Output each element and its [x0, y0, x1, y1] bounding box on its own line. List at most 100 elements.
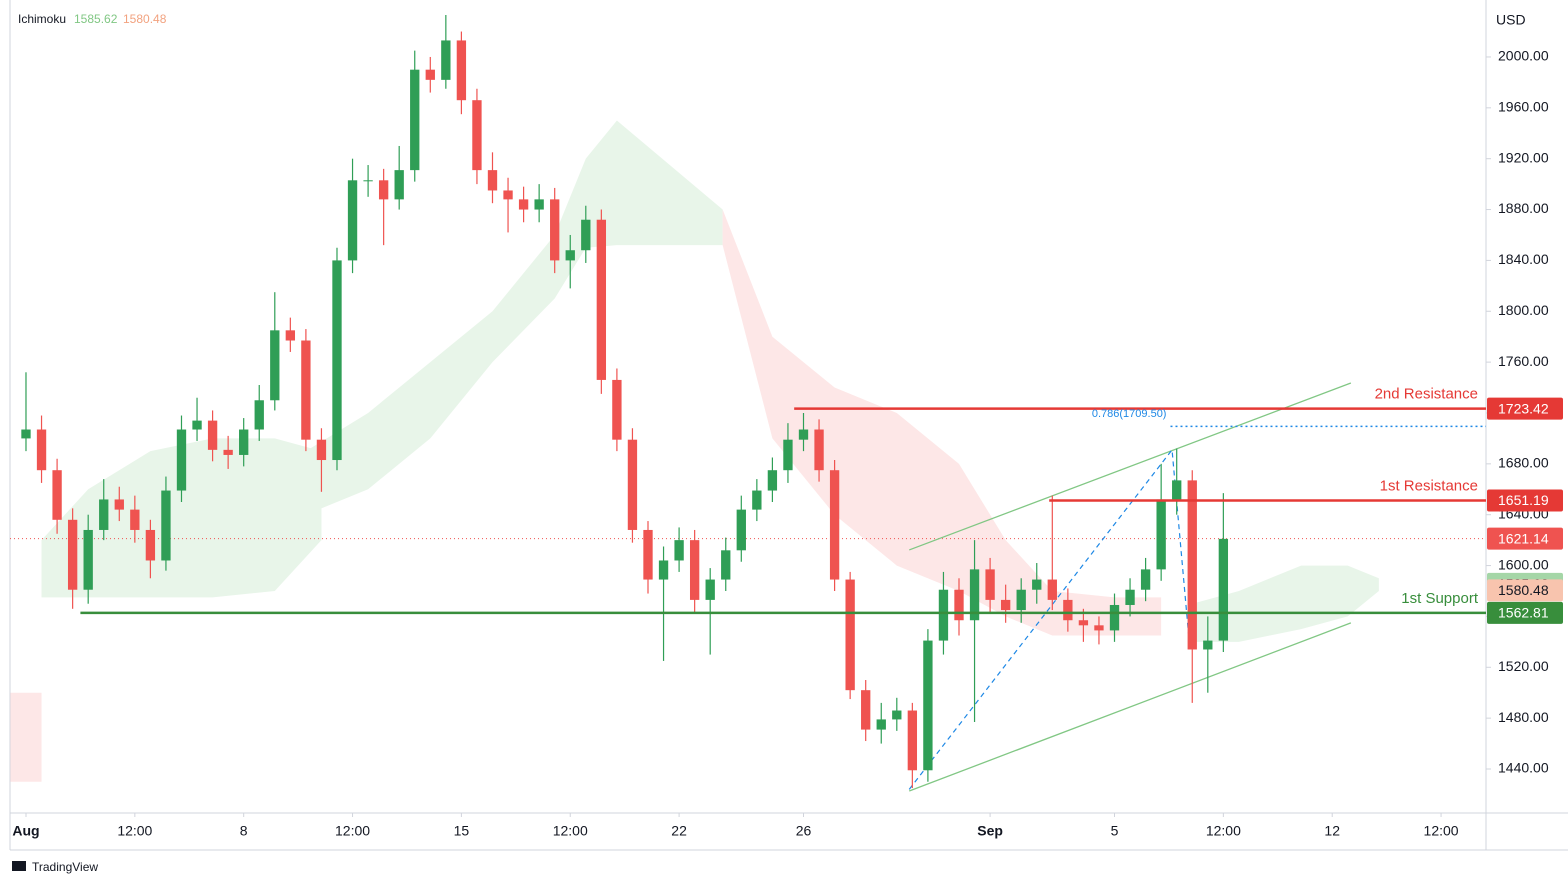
- ichimoku-cloud: [1192, 565, 1379, 642]
- candle-body: [643, 529, 653, 580]
- candle-body: [503, 190, 513, 200]
- candle-body: [99, 499, 109, 530]
- candle-body: [596, 219, 607, 380]
- y-tick-label: 1600.00: [1498, 556, 1549, 572]
- candle-body: [721, 550, 731, 580]
- candle-body: [798, 429, 809, 440]
- logo: [12, 861, 26, 871]
- x-tick-label: 12:00: [1424, 823, 1459, 839]
- candle-body: [1187, 480, 1197, 650]
- candle-body: [270, 330, 280, 401]
- x-tick-label: Aug: [12, 823, 39, 839]
- candle-body: [752, 490, 762, 510]
- candle-body: [239, 429, 249, 455]
- candle-body: [207, 420, 218, 450]
- x-tick-label: 8: [240, 823, 248, 839]
- candle-body: [114, 499, 124, 510]
- candle-body: [223, 449, 233, 455]
- candle-body: [814, 429, 824, 471]
- indicator-value: 1585.62: [74, 12, 118, 26]
- candle-body: [347, 180, 358, 261]
- candle-body: [674, 540, 684, 561]
- channel-line: [909, 382, 1352, 551]
- y-tick-label: 1840.00: [1498, 251, 1549, 267]
- candle-body: [472, 100, 482, 171]
- candle-body: [689, 540, 700, 600]
- candle-body: [627, 439, 638, 530]
- y-tick-label: 1680.00: [1498, 455, 1549, 471]
- candle-body: [130, 509, 140, 530]
- candle-body: [1203, 640, 1213, 650]
- price-badge: [1487, 527, 1563, 550]
- x-tick-label: 12: [1324, 823, 1340, 839]
- y-tick-label: 1960.00: [1498, 99, 1549, 115]
- price-badge: [1487, 397, 1563, 420]
- candle-body: [907, 710, 918, 771]
- candle-body: [938, 589, 949, 641]
- candle-body: [1156, 499, 1166, 570]
- candle-body: [332, 260, 342, 461]
- candle-body: [83, 529, 93, 590]
- ichimoku-cloud: [41, 438, 322, 598]
- candle-body: [1218, 538, 1229, 641]
- y-tick-label: 1920.00: [1498, 149, 1549, 165]
- y-tick-label: 1480.00: [1498, 709, 1549, 725]
- indicator-value: 1580.48: [123, 12, 167, 26]
- price-badge-label: 1723.42: [1498, 400, 1549, 416]
- price-badge-label: 1562.81: [1498, 605, 1549, 621]
- candle-body: [36, 429, 47, 471]
- price-badge-label: 1580.48: [1498, 582, 1549, 598]
- candle-body: [145, 529, 156, 561]
- x-tick-label: 15: [454, 823, 470, 839]
- x-tick-label: 26: [796, 823, 812, 839]
- x-tick-label: 12:00: [335, 823, 370, 839]
- candle-body: [767, 470, 778, 491]
- candle-body: [954, 589, 964, 621]
- candle-body: [1109, 604, 1120, 631]
- price-badge: [1487, 579, 1563, 602]
- candle-body: [254, 400, 264, 430]
- candle-body: [705, 579, 715, 600]
- candle-body: [410, 69, 420, 171]
- candle-body: [829, 470, 840, 580]
- candle-body: [285, 330, 296, 341]
- y-tick-label: 1520.00: [1498, 658, 1549, 674]
- x-tick-label: 12:00: [553, 823, 588, 839]
- axis-unit: USD: [1496, 12, 1526, 28]
- level-label: 1st Resistance: [1380, 477, 1478, 494]
- candle-body: [581, 219, 591, 251]
- candle-body: [1047, 579, 1057, 600]
- candle-body: [518, 199, 529, 210]
- candle-body: [192, 420, 202, 430]
- y-tick-label: 1880.00: [1498, 200, 1549, 216]
- candle-body: [67, 519, 78, 590]
- candle-body: [1140, 569, 1151, 590]
- price-badge-label: 1621.14: [1498, 530, 1549, 546]
- candle-body: [736, 509, 746, 551]
- candle-body: [21, 429, 31, 439]
- y-tick-label: 1760.00: [1498, 353, 1549, 369]
- channel-line: [909, 622, 1352, 792]
- candle-body: [52, 470, 62, 520]
- candle-body: [363, 180, 373, 182]
- candle-body: [1172, 480, 1182, 500]
- candle-body: [845, 579, 855, 691]
- candle-body: [1125, 589, 1135, 605]
- candle-body: [1094, 625, 1104, 631]
- candle-body: [892, 710, 902, 720]
- candle-body: [425, 69, 435, 80]
- candle-body: [876, 719, 886, 730]
- y-tick-label: 1800.00: [1498, 302, 1549, 318]
- candle-body: [161, 490, 171, 561]
- fib-label: 0.786(1709.50): [1092, 408, 1167, 420]
- x-tick-label: 12:00: [1206, 823, 1241, 839]
- ichimoku-cloud: [10, 692, 42, 782]
- candle-body: [1000, 599, 1011, 611]
- candle-body: [1016, 589, 1026, 611]
- candle-body: [301, 340, 311, 440]
- x-tick-label: 5: [1111, 823, 1119, 839]
- candle-body: [969, 569, 980, 621]
- candle-body: [394, 170, 404, 200]
- candle-body: [861, 690, 871, 730]
